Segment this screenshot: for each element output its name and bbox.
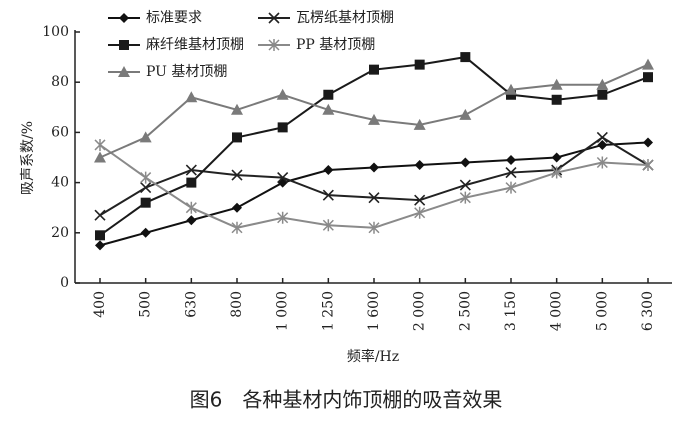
marker	[232, 132, 242, 143]
marker	[596, 156, 608, 169]
marker	[140, 182, 152, 194]
legend-label: 标准要求	[146, 10, 202, 26]
marker	[119, 40, 129, 50]
marker	[596, 78, 609, 90]
marker	[322, 219, 334, 232]
marker	[322, 103, 335, 115]
legend-label: 瓦楞纸基材顶棚	[296, 9, 394, 26]
marker	[94, 209, 106, 221]
marker	[459, 191, 471, 204]
marker	[231, 169, 243, 181]
marker	[94, 151, 106, 163]
marker	[368, 221, 380, 234]
y-tick-label: 80	[51, 74, 69, 90]
x-tick-label: 2 500	[457, 291, 473, 331]
marker	[95, 230, 105, 241]
marker	[268, 39, 280, 51]
marker	[460, 157, 471, 168]
marker	[506, 89, 516, 100]
x-tick-label: 1 600	[366, 291, 382, 331]
marker	[505, 181, 517, 194]
marker	[277, 211, 289, 224]
x-tick-label: 500	[138, 291, 154, 318]
x-tick-label: 630	[183, 291, 199, 318]
marker	[551, 94, 562, 105]
y-tick-label: 0	[60, 275, 69, 291]
marker	[323, 165, 334, 176]
marker	[459, 179, 471, 191]
marker	[414, 59, 425, 70]
series-line	[99, 136, 649, 217]
marker	[369, 162, 379, 173]
x-tick-label: 2 000	[412, 291, 428, 331]
marker	[414, 160, 425, 171]
marker	[505, 166, 517, 179]
marker	[459, 108, 472, 120]
marker	[551, 166, 563, 179]
marker	[414, 206, 426, 219]
marker	[597, 139, 608, 150]
marker	[186, 177, 197, 188]
marker	[322, 189, 334, 201]
marker	[642, 58, 654, 70]
y-tick-label: 20	[51, 225, 69, 241]
marker	[323, 89, 334, 100]
marker	[551, 152, 562, 163]
x-axis-label: 频率/Hz	[347, 348, 399, 365]
marker	[186, 215, 197, 226]
x-tick-label: 5 000	[594, 291, 610, 331]
marker	[596, 131, 608, 143]
x-tick-label: 4 000	[549, 291, 565, 331]
y-axis-label: 吸声系数/%	[20, 121, 36, 195]
y-tick-label: 40	[51, 175, 69, 191]
x-tick-label: 6 300	[640, 291, 656, 331]
marker	[276, 88, 289, 100]
marker	[460, 52, 471, 63]
legend-label: PU 基材顶棚	[146, 63, 227, 80]
marker	[232, 202, 242, 213]
marker	[368, 192, 380, 204]
x-tick-label: 400	[92, 291, 108, 318]
y-tick-label: 100	[42, 24, 69, 40]
marker	[643, 72, 653, 83]
marker	[368, 113, 380, 125]
x-tick-label: 3 150	[503, 291, 519, 331]
marker	[413, 118, 426, 130]
marker	[597, 89, 608, 100]
marker	[185, 91, 198, 103]
marker	[140, 227, 151, 238]
marker	[414, 194, 426, 206]
marker	[139, 131, 152, 143]
marker	[277, 122, 288, 133]
marker	[185, 164, 197, 176]
marker	[369, 64, 379, 75]
caption: 图6 各种基材内饰顶棚的吸音效果	[190, 388, 503, 412]
x-tick-label: 800	[229, 291, 245, 318]
legend-label: 麻纤维基材顶棚	[146, 36, 244, 53]
marker	[140, 197, 151, 208]
marker	[95, 240, 105, 251]
marker	[643, 137, 653, 148]
marker	[185, 201, 197, 214]
marker	[118, 66, 130, 77]
marker	[506, 155, 516, 166]
marker	[268, 12, 280, 24]
marker	[550, 78, 563, 90]
marker	[231, 221, 243, 234]
legend-label: PP 基材顶棚	[296, 36, 375, 53]
marker	[119, 13, 129, 23]
marker	[277, 172, 289, 184]
y-tick-label: 60	[51, 124, 69, 140]
x-tick-label: 1 250	[320, 291, 336, 331]
marker	[140, 171, 152, 184]
marker	[94, 138, 106, 151]
marker	[231, 103, 243, 115]
x-tick-label: 1 000	[275, 291, 291, 331]
marker	[505, 83, 517, 95]
marker	[642, 159, 654, 172]
